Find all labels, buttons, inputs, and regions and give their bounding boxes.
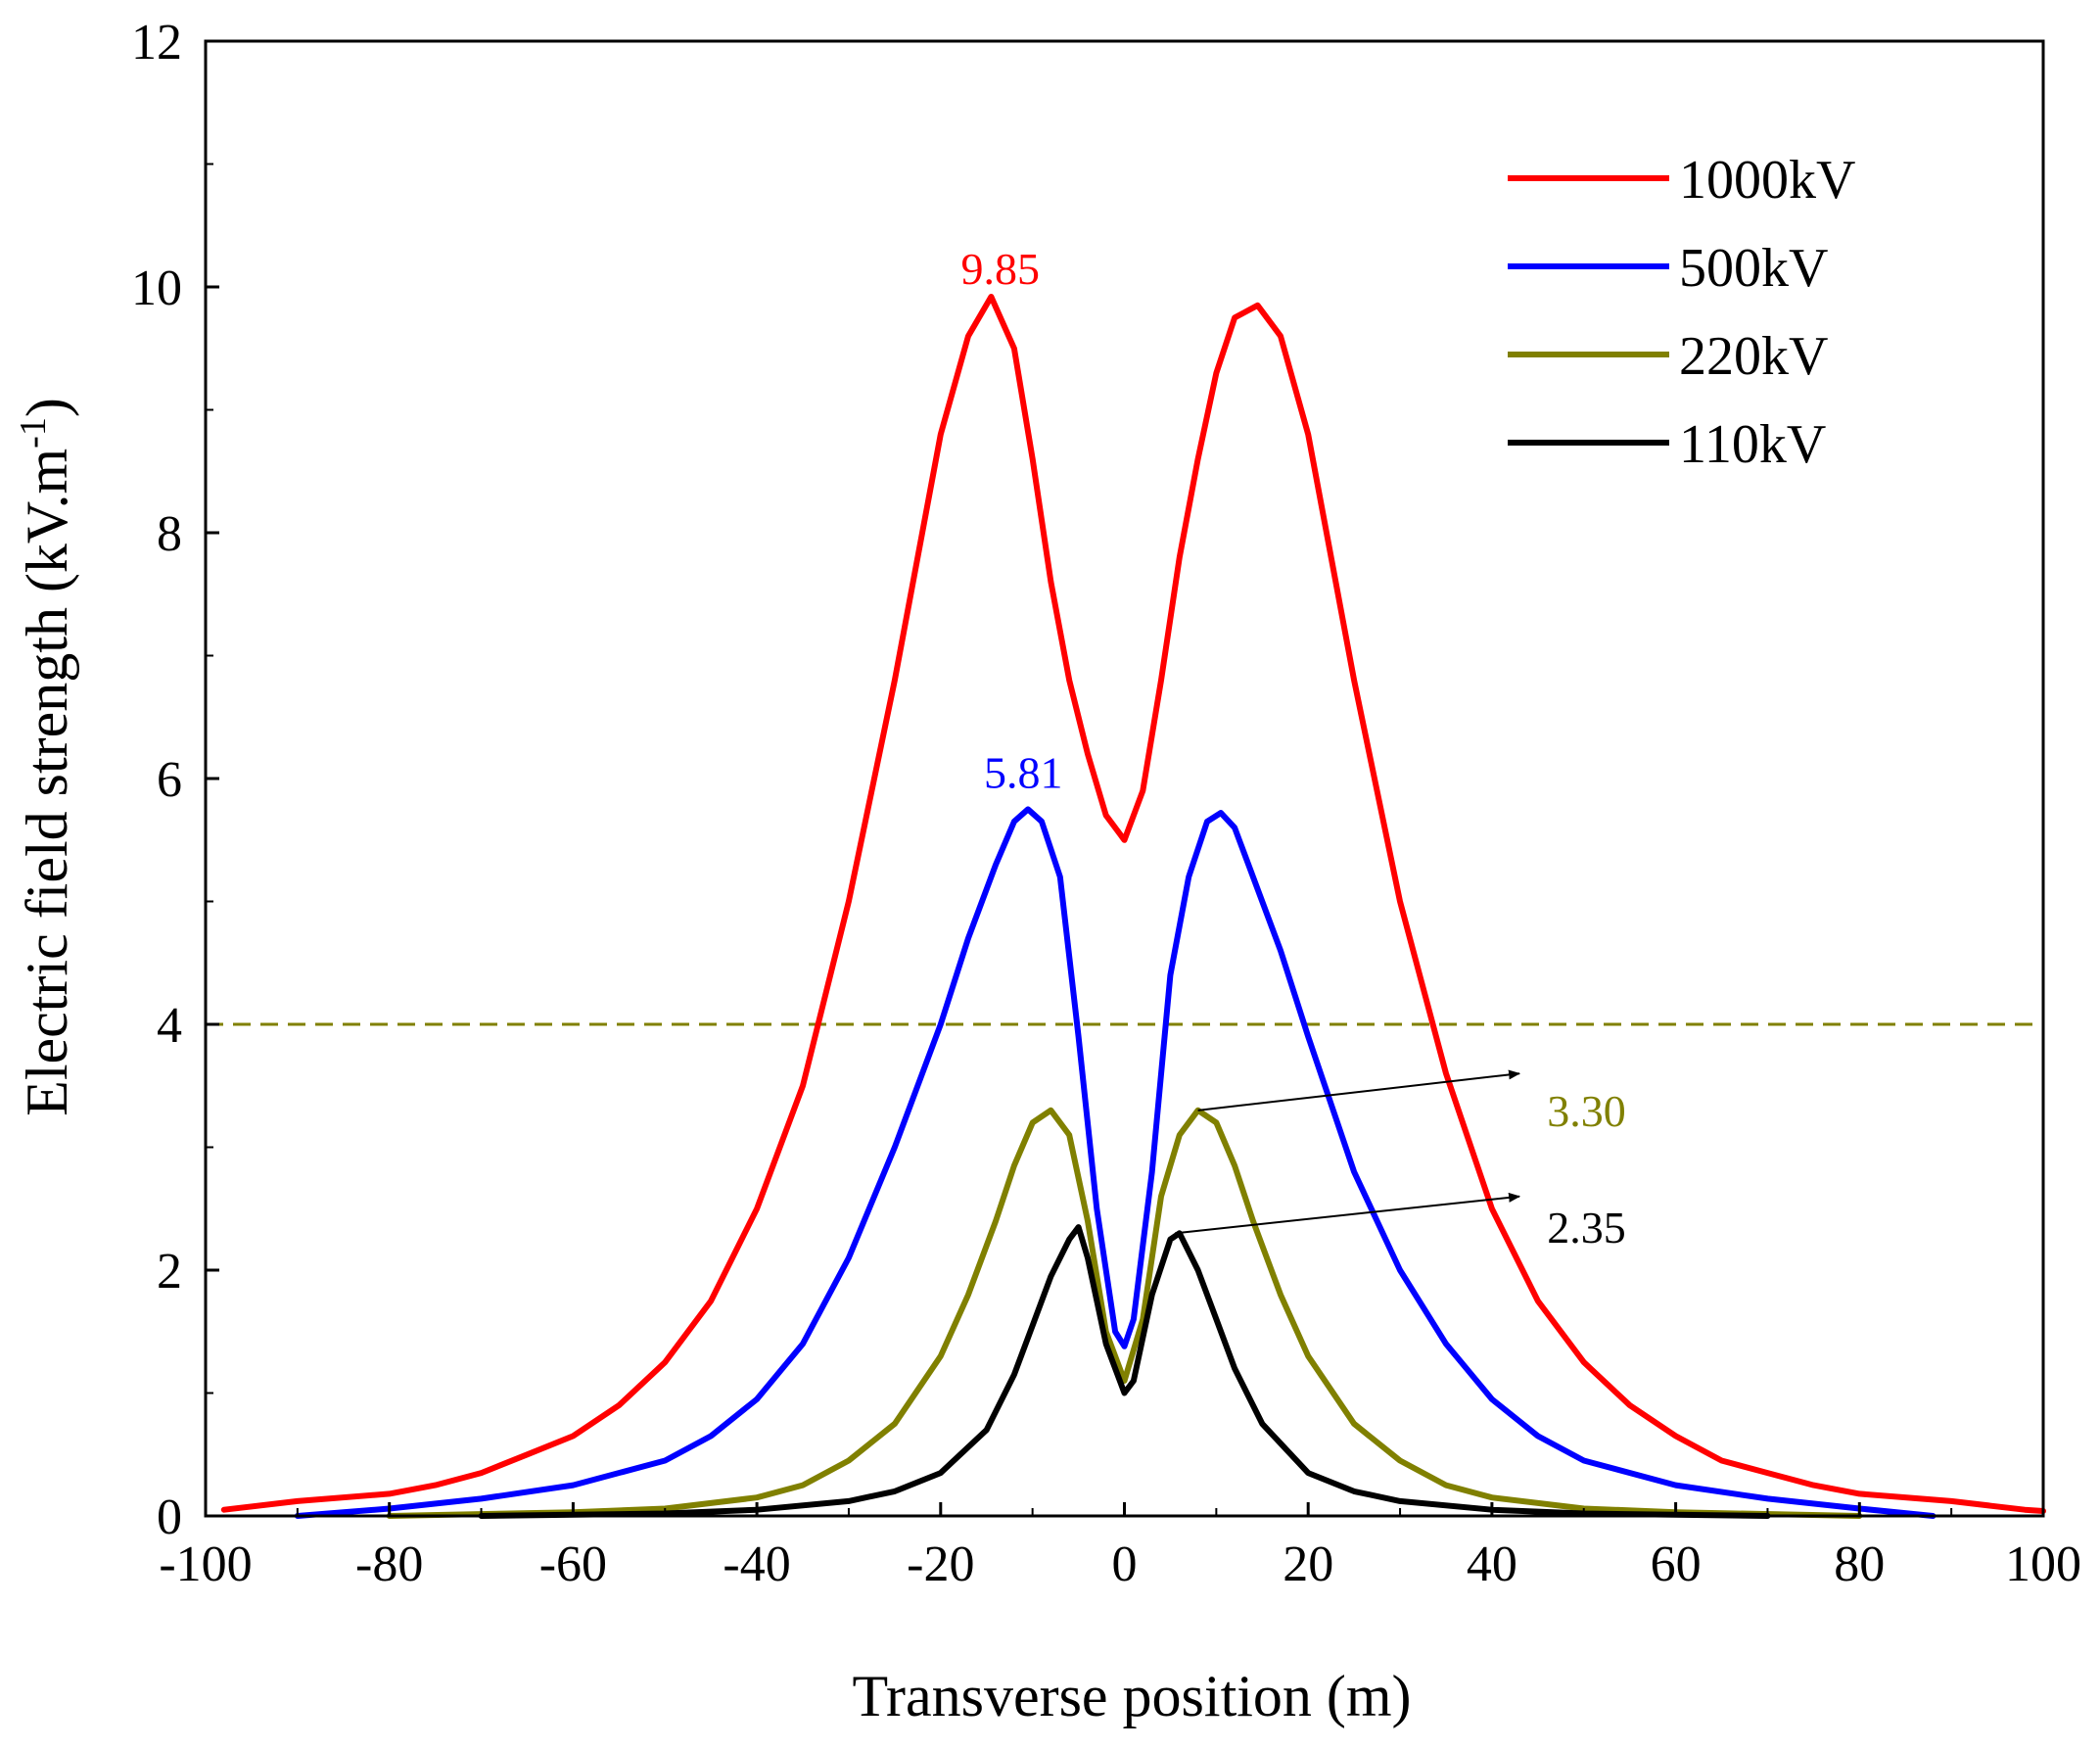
x-tick-label: -60 [539,1536,607,1592]
y-axis-title-main: Electric field strength (kV.m [15,449,79,1116]
legend-label: 1000kV [1679,150,1855,211]
y-tick-label: 6 [157,752,182,808]
legend-label: 220kV [1679,326,1828,387]
annotation-arrow [1175,1192,1521,1235]
legend: 1000kV 500kV 220kV 110kV [1508,150,1855,475]
x-tick-label: -80 [355,1536,423,1592]
x-tick-label: 60 [1651,1536,1702,1592]
annotation-label: 2.35 [1547,1203,1626,1253]
x-tick-label: 100 [2005,1536,2081,1592]
x-tick-label: -40 [723,1536,790,1592]
y-tick-label: 12 [131,15,182,71]
annotation-label: 5.81 [984,748,1063,798]
y-axis-title-close: ) [15,398,79,417]
y-tick-label: 4 [157,998,182,1054]
x-axis-title: Transverse position (m) [852,1664,1411,1728]
axis-tick-labels: -100 -80 -60 -40 -20 0 20 40 60 80 100 0 2 4 6 8 10 12 [131,15,2081,1592]
annotation-arrow [1197,1069,1521,1111]
y-tick-label: 2 [157,1244,182,1300]
series-line-110kV [478,1224,1771,1519]
series-line-500kV [294,806,1937,1519]
series-line-1000kV [220,294,2046,1514]
annotations: 9.85 5.81 3.30 2.35 [961,244,1626,1253]
annotation-label: 9.85 [961,244,1041,294]
x-tick-label: -100 [159,1536,252,1592]
y-tick-label: 0 [157,1489,182,1545]
y-axis-title-sup: -1 [13,417,54,449]
legend-label: 500kV [1679,238,1828,299]
plot-lines [206,294,2046,1519]
axis-ticks [204,39,2045,1518]
x-tick-label: 0 [1112,1536,1138,1592]
legend-label: 110kV [1679,414,1826,475]
y-axis-title: Electric field strength (kV.m-1) [13,398,79,1116]
series-line-220kV [386,1107,1863,1519]
x-tick-label: -20 [907,1536,974,1592]
y-tick-label: 8 [157,506,182,562]
y-tick-label: 10 [131,260,182,316]
x-tick-label: 80 [1834,1536,1885,1592]
annotation-label: 3.30 [1547,1086,1626,1136]
x-tick-label: 40 [1467,1536,1517,1592]
x-tick-label: 20 [1283,1536,1333,1592]
